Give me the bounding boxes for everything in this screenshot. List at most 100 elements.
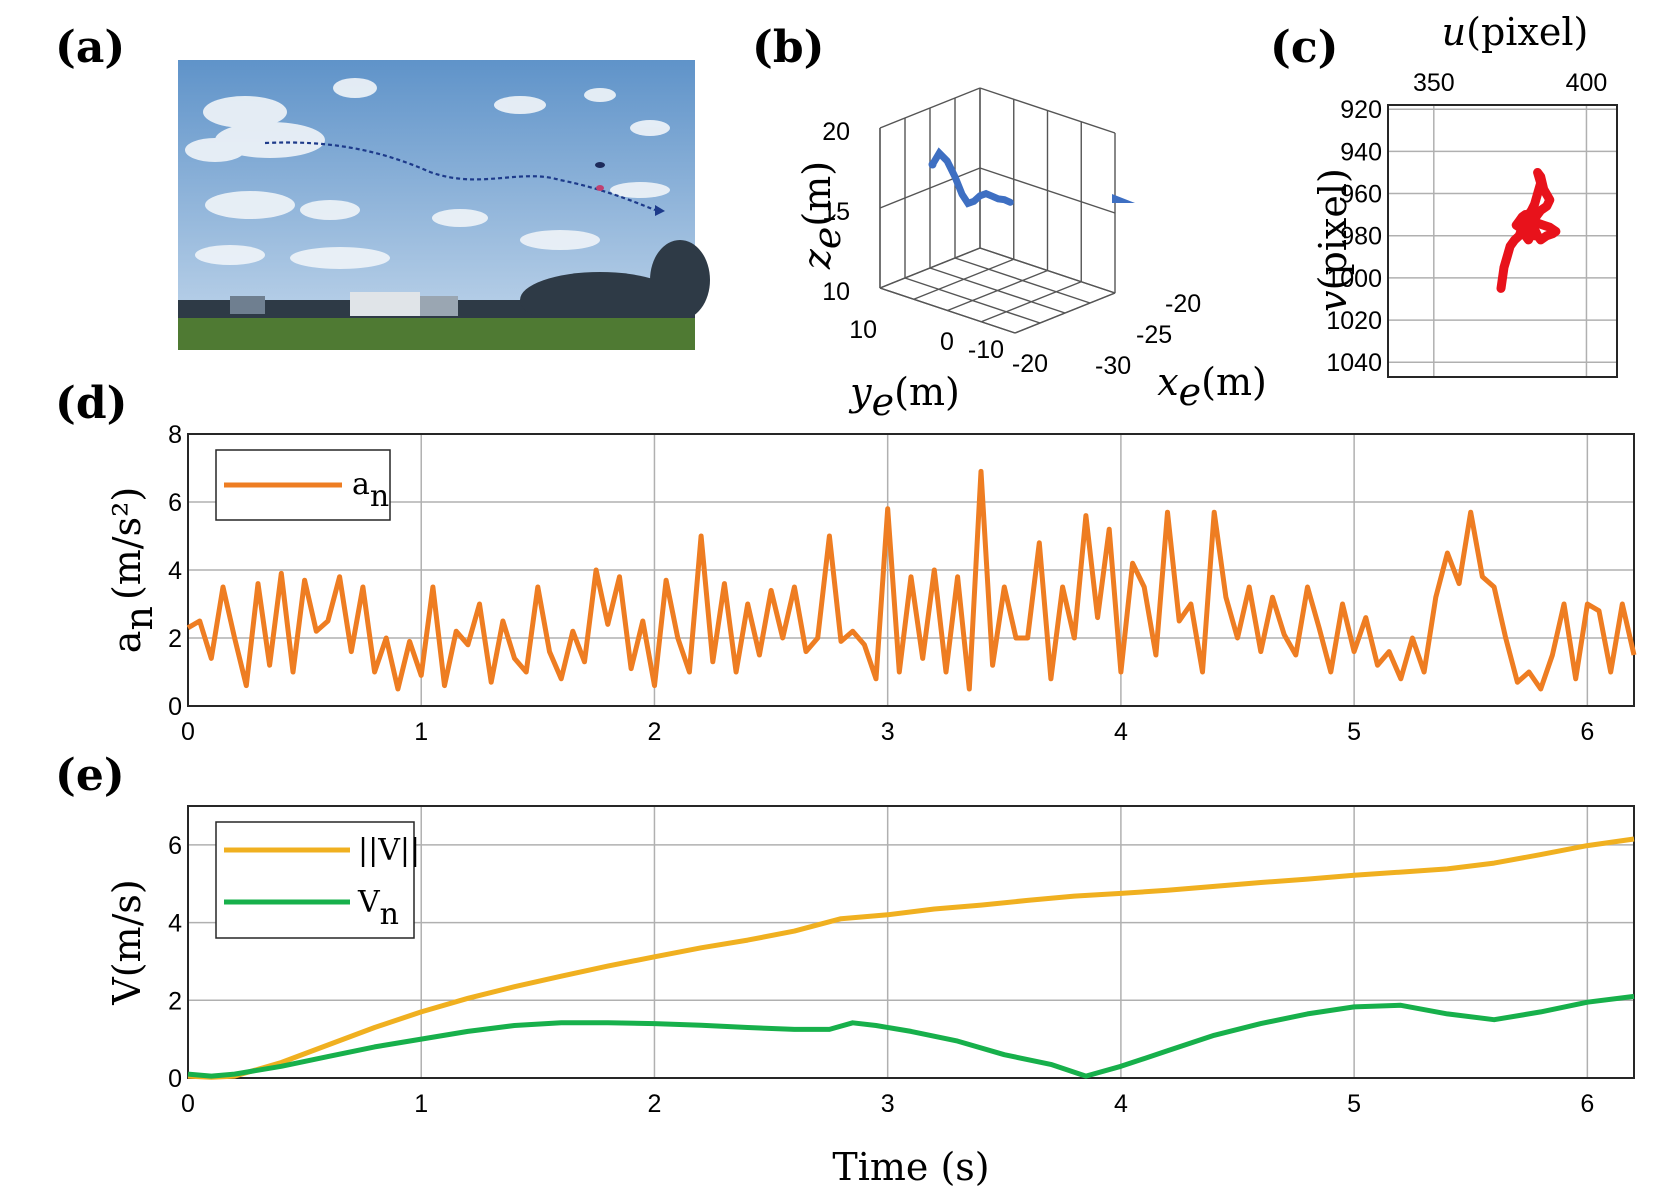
x-tick-label: 4 [1114,718,1128,746]
box-edge [1014,292,1116,334]
x-tick-label: 1 [414,718,428,746]
series-vn-line [187,993,1635,1079]
e-plot-frame [187,805,1635,1079]
x-tick-label: 5 [1347,1090,1361,1118]
panel-label-b: (b) [752,22,824,73]
e-y-axis-label: V(m/s) [105,879,149,1005]
box-edge [879,287,1016,334]
y-tick-label: 6 [168,489,182,517]
photo-trajectory [264,141,656,212]
sky-photo [178,60,710,350]
x-tick-label: 6 [1580,718,1594,746]
b-z-tick: 15 [822,198,850,226]
e-legend-label-vn: Vn [357,885,399,932]
e-x-ticks: 0 1 2 3 4 5 6 [181,1090,1594,1118]
c-y-ticks: 920 940 960 980 1000 1020 1040 [1326,96,1382,377]
drone-marker [595,162,605,168]
x-tick-label: 6 [1580,1090,1594,1118]
b-y-tick: 0 [940,328,954,356]
panel-label-e: (e) [55,750,125,801]
d-x-ticks: 0 1 2 3 4 5 6 [181,718,1594,746]
x-tick-label: 4 [1114,1090,1128,1118]
c-gridlines [1388,105,1617,377]
b-y-axis-label: ye(m) [848,370,960,424]
c-x-ticks: 350 400 [1413,69,1607,97]
y-tick-label: 1040 [1326,349,1382,377]
y-tick-label: 8 [168,421,182,449]
trajectory-3d-arrow [1112,194,1135,203]
box-grid-line [904,277,1041,324]
clouds [185,78,670,269]
y-tick-label: 960 [1340,181,1382,209]
x-tick-label: 3 [881,718,895,746]
chart-b: 20 15 10 10 0 -10 -20 -20 -25 -30 ze(m) … [795,87,1267,424]
x-tick-label: 0 [181,718,195,746]
b-x-tick: -20 [1165,290,1201,318]
chart-d: 0 1 2 3 4 5 6 0 2 4 6 8 an(m/s²) an [105,421,1637,746]
x-tick-label: 0 [181,1090,195,1118]
e-y-ticks: 0 2 4 6 [168,832,182,1093]
b-y-tick: -20 [1012,350,1048,378]
pixel-track-line [1496,168,1561,293]
y-tick-label: 1020 [1326,307,1382,335]
b-z-axis-label: ze(m) [795,161,849,270]
b-z-ticks: 20 15 10 [822,118,850,306]
y-tick-label: 4 [168,557,182,585]
e-x-axis-label: Time (s) [832,1145,989,1189]
box-grid-line [979,87,1116,134]
box-grid-line [879,167,981,209]
d-legend: an [215,449,391,521]
y-tick-label: 980 [1340,223,1382,251]
ground [178,318,695,350]
panel-label-c: (c) [1270,22,1338,73]
chart-e: 0 1 2 3 4 5 6 0 2 4 6 V(m/s) Time (s) ||V|| Vn [105,805,1635,1189]
b-x-tick: -30 [1095,352,1131,380]
x-tick-label: 2 [647,718,661,746]
y-tick-label: 940 [1340,138,1382,166]
b-x-tick: -25 [1136,321,1172,349]
box-3d-wireframe [879,87,1116,334]
photo-trajectory-arrow [655,205,665,216]
y-tick-label: 0 [168,693,182,721]
box-grid-line [979,247,1116,294]
b-y-tick: 10 [849,316,877,344]
x-tick-label: 400 [1566,69,1608,97]
d-legend-label: an [352,467,389,514]
y-tick-label: 4 [168,910,182,938]
y-tick-label: 0 [168,1065,182,1093]
y-tick-label: 2 [168,625,182,653]
b-z-tick: 10 [822,278,850,306]
e-legend-label-vnorm: ||V|| [358,833,420,868]
x-tick-label: 2 [647,1090,661,1118]
x-tick-label: 1 [414,1090,428,1118]
box-grid-line [879,87,981,129]
panel-label-d: (d) [55,378,127,429]
box-grid-line [954,257,1091,304]
series-vnorm-line [187,836,1635,1080]
b-y-ticks: 10 0 -10 -20 [849,316,1048,378]
b-z-tick: 20 [822,118,850,146]
c-x-axis-label: u(pixel) [1442,10,1589,54]
box-grid-line [929,267,1066,314]
trajectory-3d-line [929,147,1014,208]
skyline [178,240,710,328]
d-plot-frame [187,433,1635,707]
b-x-axis-label: xe(m) [1157,360,1267,414]
target-marker [596,185,604,191]
y-tick-label: 1000 [1326,265,1382,293]
e-legend-box [215,821,415,939]
panel-label-a: (a) [55,22,125,73]
b-x-ticks: -20 -25 -30 [1095,290,1201,380]
y-tick-label: 6 [168,832,182,860]
x-tick-label: 5 [1347,718,1361,746]
d-y-axis-label: an(m/s²) [105,487,161,653]
b-y-tick: -10 [968,336,1004,364]
series-an-line [186,468,1637,692]
chart-c: 350 400 920 940 960 980 1000 1020 1040 u(pixel)… [1311,10,1618,378]
c-plot-frame [1387,104,1618,378]
e-legend: ||V|| Vn [215,821,420,939]
y-tick-label: 920 [1340,96,1382,124]
x-tick-label: 350 [1413,69,1455,97]
d-y-ticks: 0 2 4 6 8 [168,421,182,721]
